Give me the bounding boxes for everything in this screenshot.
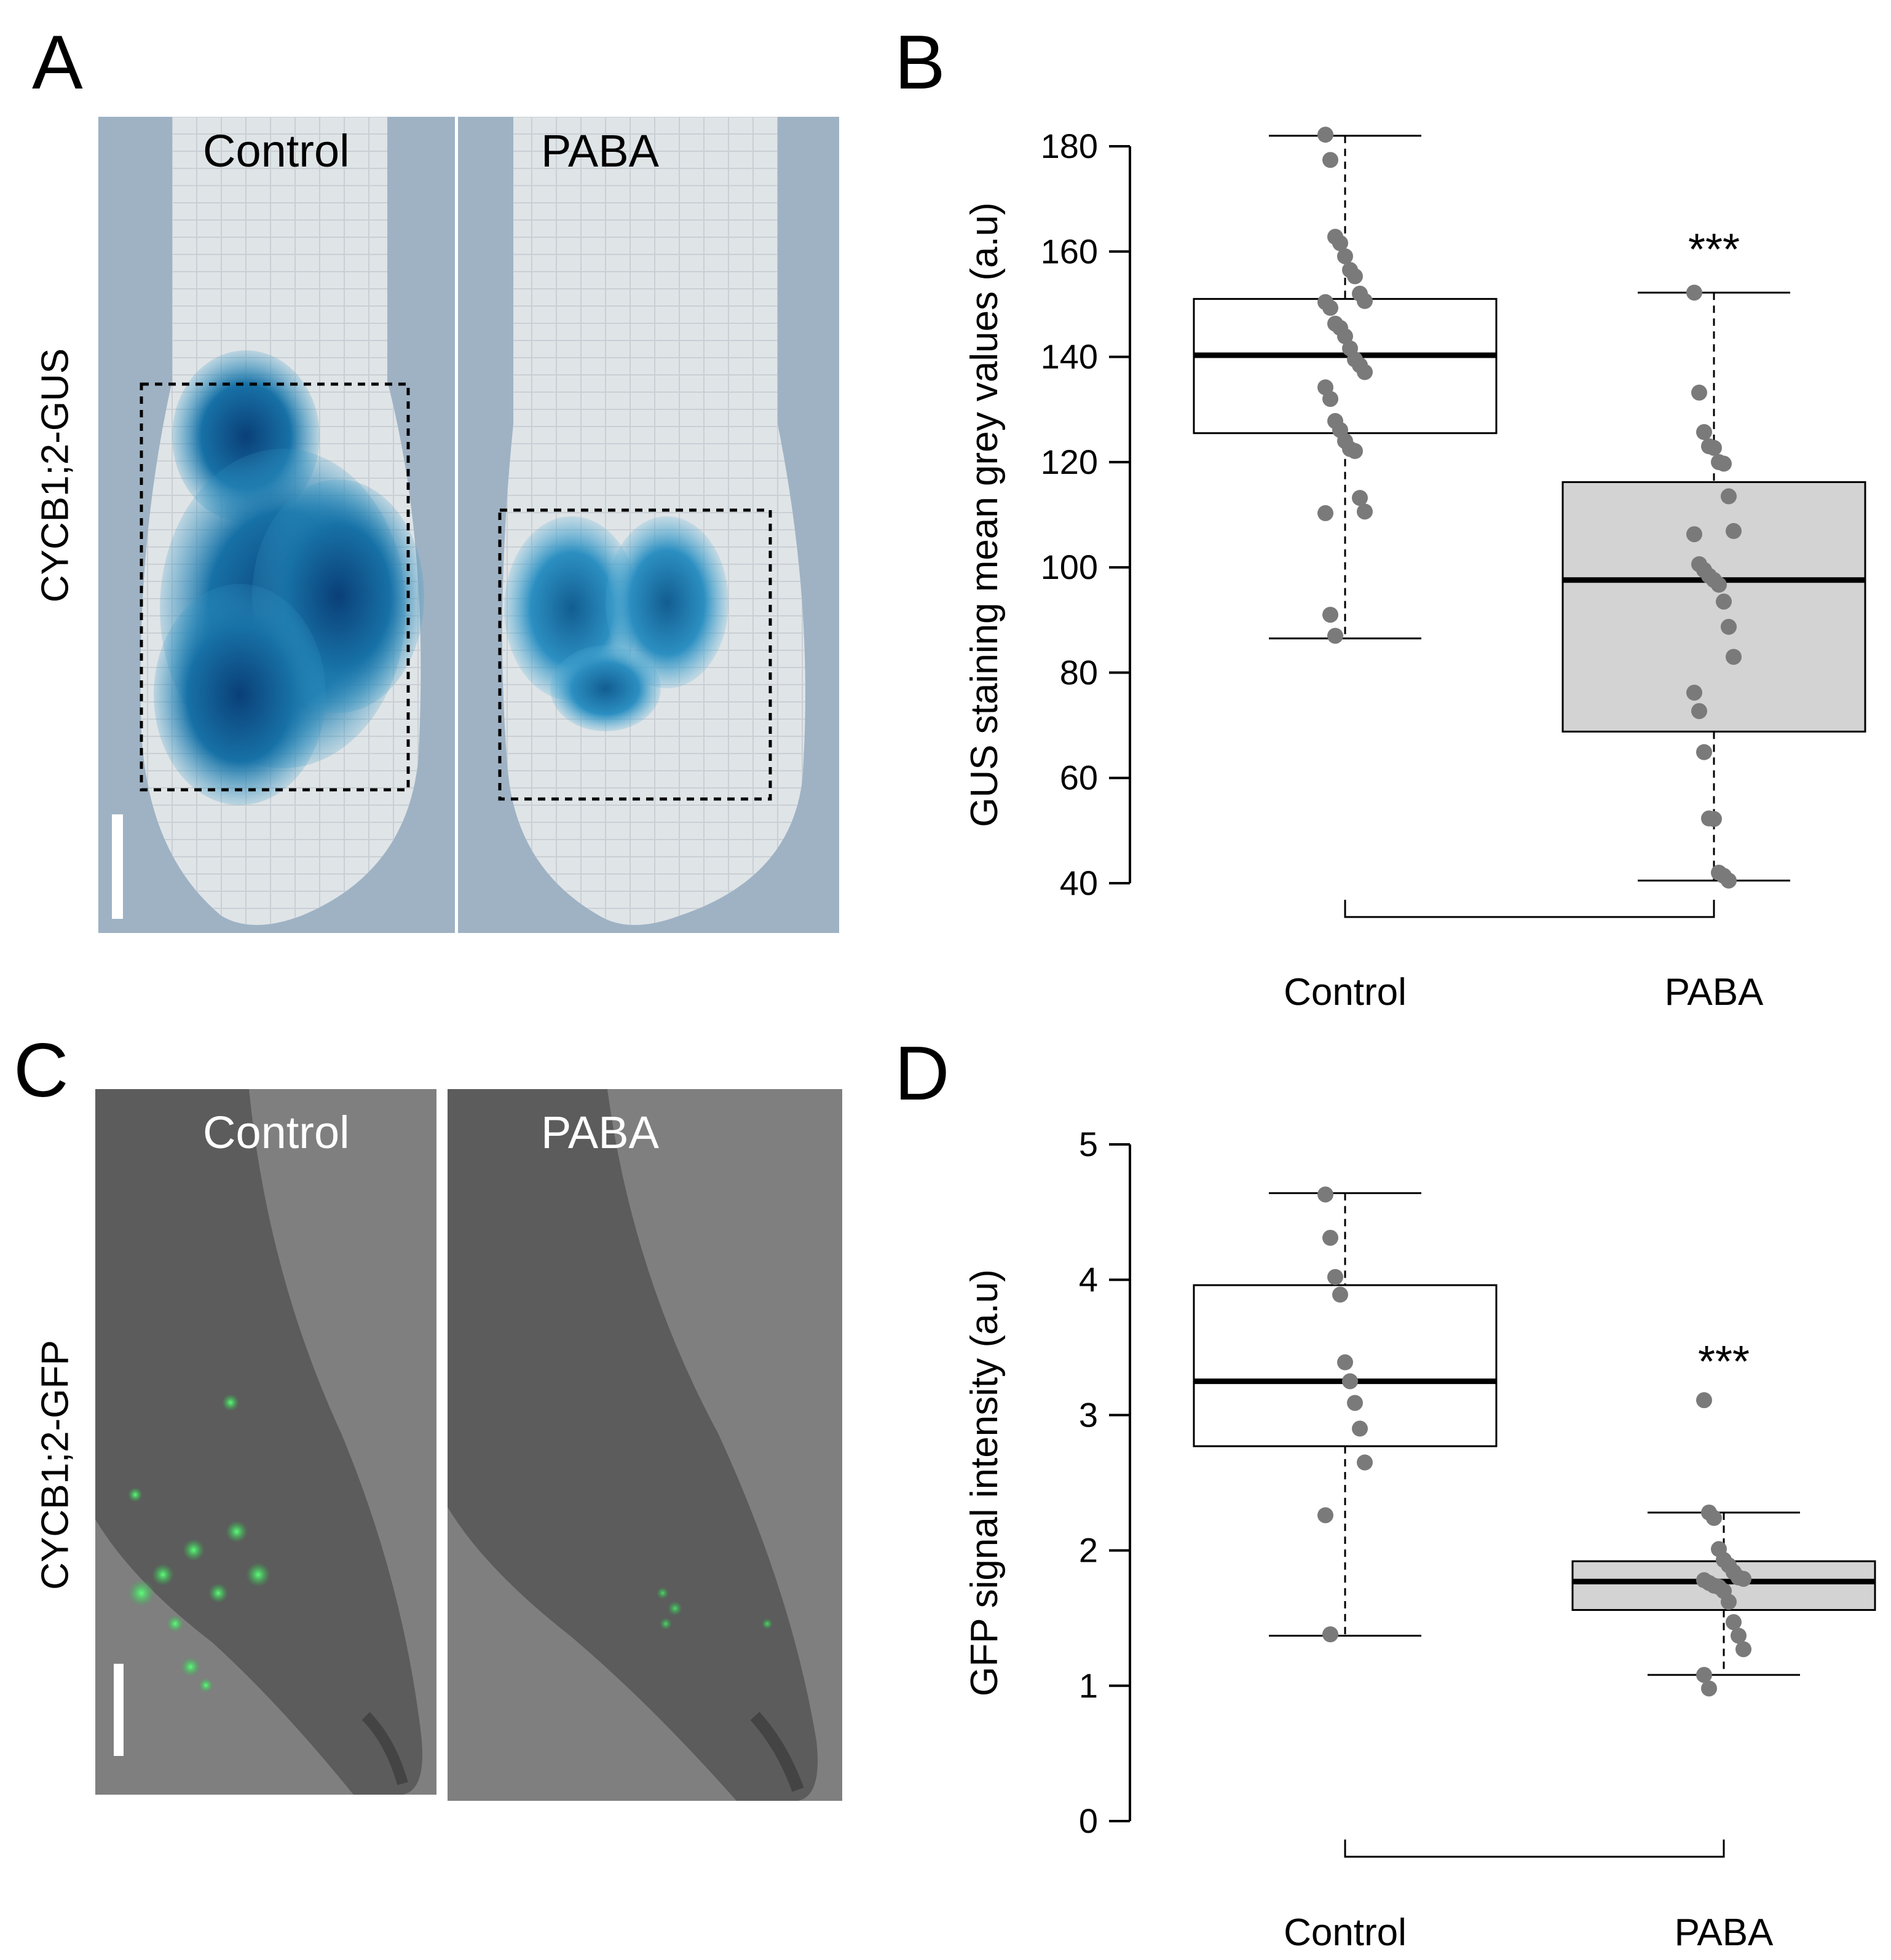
data-point <box>1726 1614 1742 1631</box>
category-bracket <box>1344 1840 1725 1858</box>
data-point <box>1726 523 1742 540</box>
data-point <box>1706 439 1722 456</box>
panel-letter-c: C <box>14 1028 69 1113</box>
data-point <box>1721 872 1737 889</box>
gfp-paba-title: PABA <box>541 1107 659 1158</box>
data-point <box>1721 488 1737 505</box>
data-point <box>1327 628 1343 644</box>
y-tick-label: 2 <box>1079 1531 1098 1570</box>
data-point <box>1691 384 1707 401</box>
data-point <box>1322 152 1338 168</box>
data-point <box>1357 364 1373 380</box>
y-tick-label: 4 <box>1079 1260 1098 1299</box>
data-point <box>1327 1269 1343 1285</box>
significance-annotation: *** <box>1698 1337 1750 1387</box>
data-point <box>1696 1667 1712 1683</box>
data-point <box>1347 268 1363 285</box>
data-point <box>1686 285 1702 301</box>
data-point <box>1342 1373 1358 1390</box>
box-plot-b: 40 60 80 100 120 140 160 180 GUS staining mean g… <box>963 127 1866 1008</box>
data-point <box>1352 1420 1368 1437</box>
y-tick-label: 160 <box>1041 232 1098 270</box>
data-point <box>1691 703 1707 719</box>
y-tick-label: 180 <box>1041 127 1098 165</box>
gfp-control-title: Control <box>203 1107 350 1158</box>
panel-letter-b: B <box>894 20 946 105</box>
category-bracket <box>1344 900 1715 918</box>
data-point <box>1322 299 1338 316</box>
data-point <box>1721 618 1737 635</box>
box-paba <box>1561 481 1866 733</box>
y-tick-label: 40 <box>1060 864 1098 902</box>
data-point <box>1706 811 1722 827</box>
data-point <box>1332 235 1348 251</box>
gus-control-micrograph <box>98 117 455 933</box>
x-category-label: Control <box>1284 1911 1407 1954</box>
data-point <box>1357 293 1373 309</box>
data-point <box>1696 744 1712 760</box>
data-point <box>1322 607 1338 623</box>
data-point <box>1357 1454 1373 1471</box>
y-tick-label: 100 <box>1041 548 1098 586</box>
data-point <box>1735 1570 1751 1587</box>
data-point <box>1735 1641 1751 1658</box>
data-point <box>1711 577 1727 593</box>
data-point <box>1317 1507 1333 1524</box>
gfp-control-micrograph <box>95 1089 436 1795</box>
gus-paba-micrograph <box>458 117 839 933</box>
data-point <box>1317 505 1333 521</box>
y-axis-label: GFP signal intensity (a.u) <box>963 1269 1006 1696</box>
data-point <box>1322 1626 1338 1643</box>
y-tick-label: 80 <box>1060 653 1098 691</box>
data-point <box>1352 490 1368 506</box>
data-point <box>1337 328 1353 345</box>
data-point <box>1332 1286 1348 1303</box>
y-tick-label: 120 <box>1041 443 1098 481</box>
data-point <box>1731 1627 1747 1644</box>
data-point <box>1696 424 1712 441</box>
panel-letter-d: D <box>894 1031 950 1116</box>
x-category-label: PABA <box>1665 971 1764 1008</box>
data-point <box>1716 455 1732 472</box>
gus-paba-title: PABA <box>541 125 659 176</box>
panel-letter-a: A <box>32 20 83 105</box>
data-point <box>1686 684 1702 701</box>
data-point <box>1686 526 1702 543</box>
y-tick-label: 1 <box>1079 1666 1098 1705</box>
y-tick-label: 0 <box>1079 1801 1098 1840</box>
data-point <box>1317 1186 1333 1203</box>
data-point <box>1716 593 1732 610</box>
data-point <box>1706 1509 1722 1526</box>
data-point <box>1347 443 1363 459</box>
y-tick-label: 5 <box>1079 1125 1098 1163</box>
data-point <box>1726 648 1742 665</box>
data-point <box>1347 1395 1363 1411</box>
data-point <box>1701 1680 1717 1697</box>
x-category-label: Control <box>1284 971 1407 1008</box>
data-point <box>1322 1229 1338 1246</box>
gfp-paba-micrograph <box>448 1089 842 1801</box>
x-category-label: PABA <box>1675 1911 1774 1954</box>
y-tick-label: 140 <box>1041 337 1098 376</box>
y-axis-label: GUS staining mean grey values (a.u) <box>963 202 1006 827</box>
data-point <box>1696 1392 1712 1409</box>
data-point <box>1322 391 1338 407</box>
data-point <box>1721 1594 1737 1610</box>
data-point <box>1317 127 1333 143</box>
significance-annotation: *** <box>1688 226 1740 275</box>
y-tick-label: 3 <box>1079 1395 1098 1434</box>
data-point <box>1337 248 1353 264</box>
data-point <box>1357 503 1373 520</box>
y-tick-label: 60 <box>1060 758 1098 797</box>
gus-control-title: Control <box>203 125 350 176</box>
data-point <box>1337 1354 1353 1371</box>
